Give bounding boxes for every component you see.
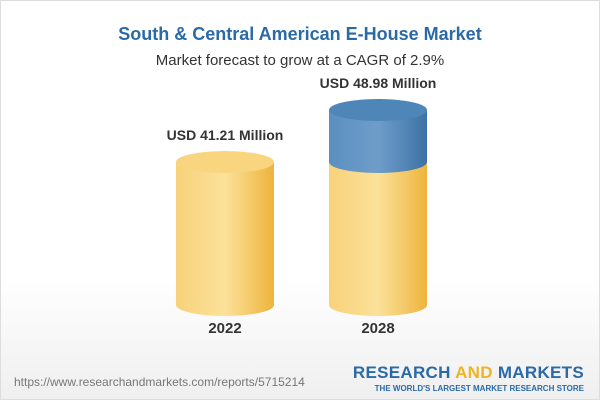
category-label-2028: 2028: [361, 320, 394, 337]
cylinder-body-2028: [329, 162, 427, 316]
chart-area: USD 41.21 Million 2022 USD 48.98 Million 20…: [167, 75, 437, 337]
chart-subtitle: Market forecast to grow at a CAGR of 2.9…: [155, 52, 445, 69]
chart-title: South & Central American E-House Market: [118, 24, 482, 44]
cylinder-top-2028: [329, 99, 427, 121]
data-label-2022: USD 41.21 Million: [167, 127, 284, 143]
source-url[interactable]: https://www.researchandmarkets.com/repor…: [14, 375, 305, 389]
cylinder-top-2022: [176, 151, 274, 173]
cylinder-growth-2028: [329, 110, 427, 173]
category-label-2022: 2022: [208, 320, 241, 337]
data-label-2028: USD 48.98 Million: [320, 75, 437, 91]
cylinder-body-2022: [176, 162, 274, 316]
research-and-markets-logo: RESEARCH AND MARKETS THE WORLD'S LARGEST…: [352, 363, 584, 393]
